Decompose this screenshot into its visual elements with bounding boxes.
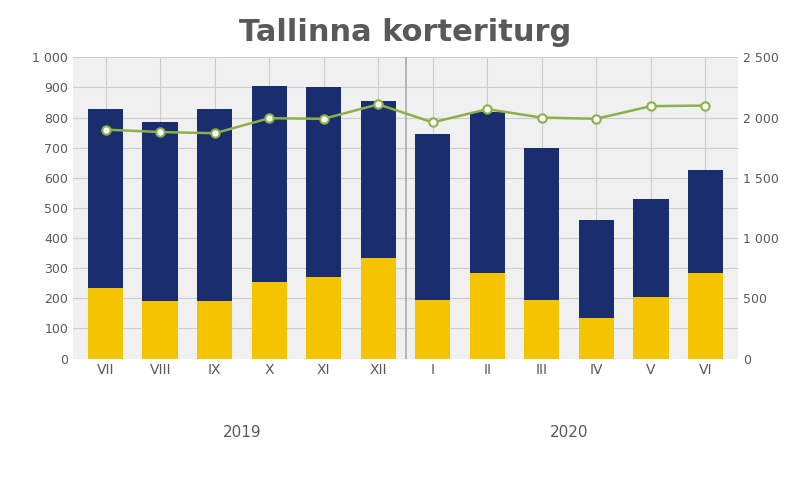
Bar <box>633 297 668 358</box>
Bar <box>524 300 560 358</box>
Bar <box>251 282 287 358</box>
Text: 2020: 2020 <box>550 425 588 440</box>
Title: Tallinna korteriturg: Tallinna korteriturg <box>239 18 572 47</box>
Bar <box>361 258 396 358</box>
Bar <box>524 148 560 358</box>
Bar <box>688 170 723 358</box>
Bar <box>688 272 723 358</box>
Bar <box>361 101 396 358</box>
Text: 2019: 2019 <box>223 425 261 440</box>
Bar <box>578 220 614 358</box>
Bar <box>197 109 233 358</box>
Bar <box>251 86 287 358</box>
Bar <box>143 301 178 358</box>
Bar <box>143 122 178 358</box>
Bar <box>470 111 505 358</box>
Bar <box>306 87 341 358</box>
Bar <box>415 134 450 358</box>
Bar <box>633 199 668 358</box>
Bar <box>470 272 505 358</box>
Bar <box>306 277 341 358</box>
Bar <box>197 301 233 358</box>
Bar <box>88 109 123 358</box>
Bar <box>415 300 450 358</box>
Bar <box>88 288 123 358</box>
Bar <box>578 318 614 358</box>
